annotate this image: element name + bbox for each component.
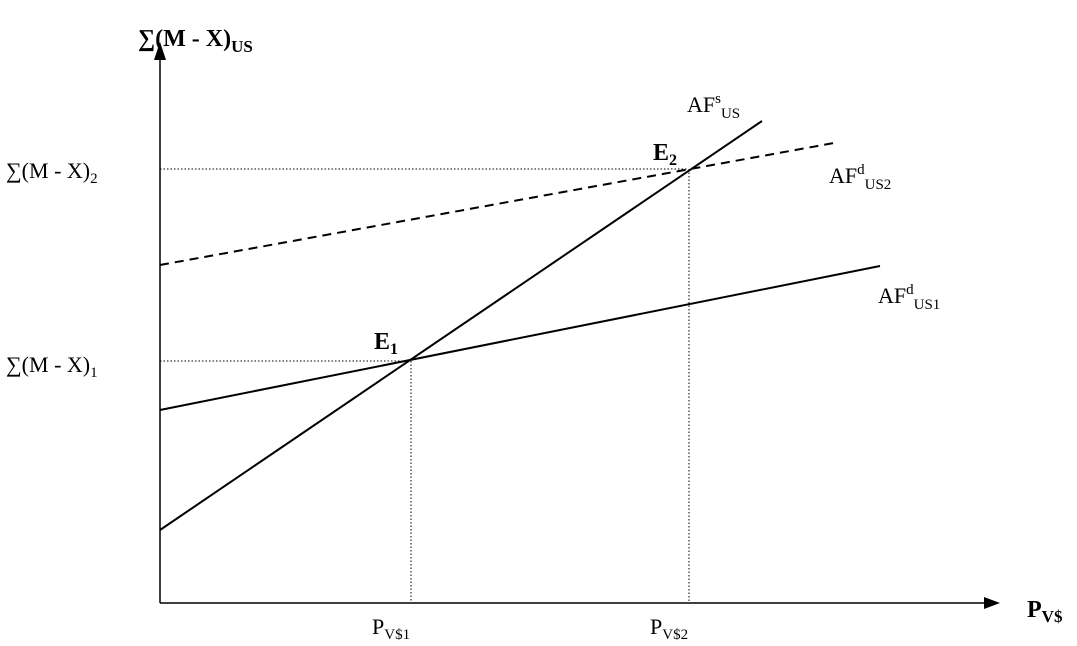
x-tick-label-2: PV$2	[650, 614, 688, 643]
demand2-curve-label: AFdUS2	[829, 162, 891, 193]
y-tick-label-1: ∑(M - X)1	[6, 352, 98, 381]
demand2-curve	[159, 142, 835, 266]
demand1-curve-label: AFdUS1	[878, 282, 940, 313]
y-axis-arrow	[154, 42, 166, 60]
y-tick-label-2: ∑(M - X)2	[6, 158, 98, 187]
y-axis-title: ∑(M - X)US	[138, 26, 253, 56]
supply-curve	[159, 120, 763, 531]
equilibrium-e2-label: E2	[653, 140, 677, 169]
x-axis-title: PV$	[1027, 597, 1063, 626]
demand1-curve	[159, 265, 881, 411]
equilibrium-e1-label: E1	[374, 329, 398, 358]
supply-curve-label: AFsUS	[687, 91, 740, 122]
x-tick-label-1: PV$1	[372, 614, 410, 643]
x-axis-arrow	[984, 597, 1000, 609]
